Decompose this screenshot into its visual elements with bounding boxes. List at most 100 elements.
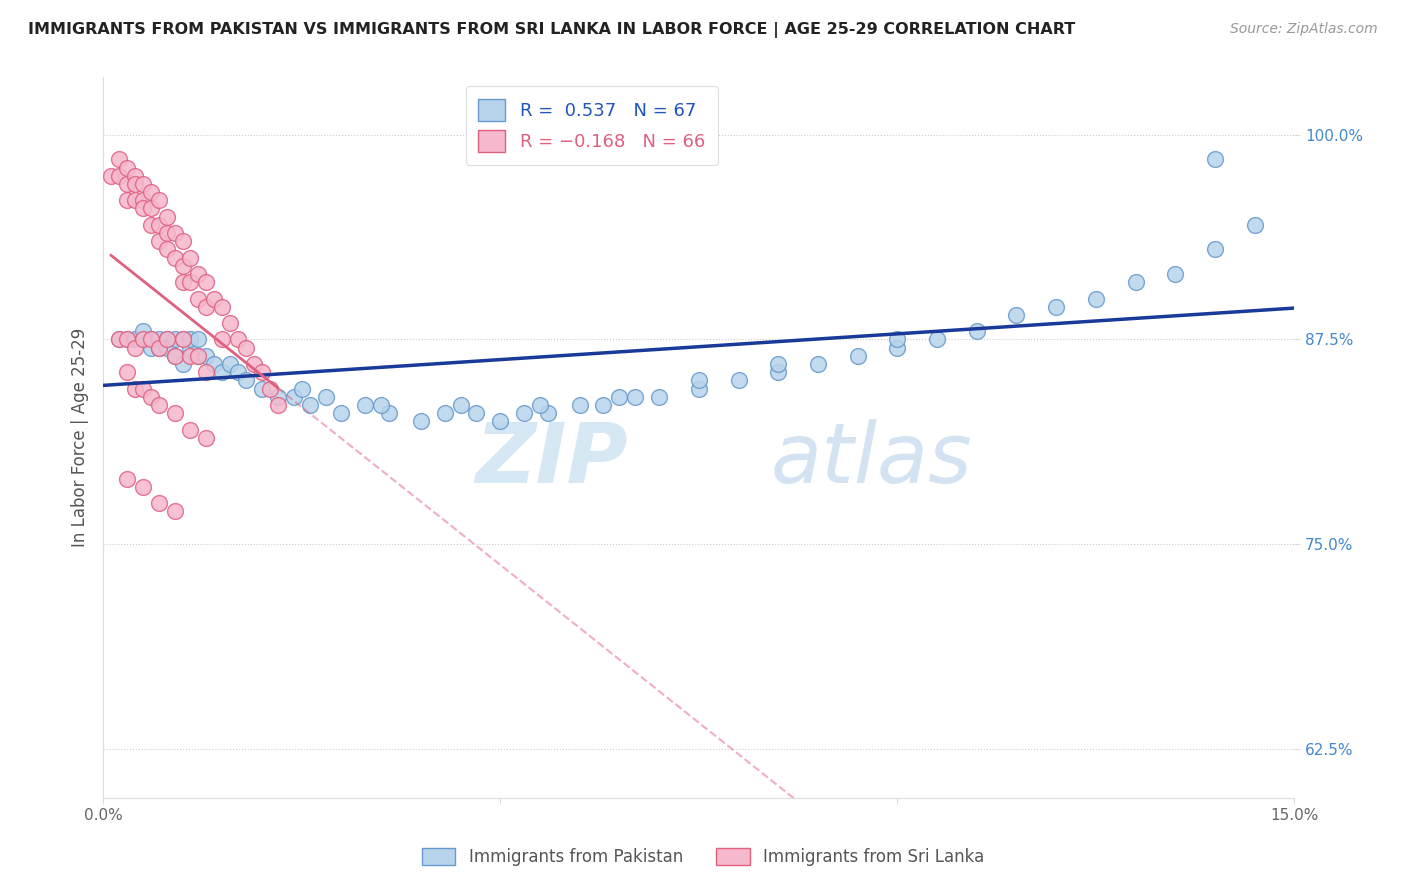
Point — [195, 300, 218, 314]
Point — [132, 480, 155, 494]
Point — [609, 390, 631, 404]
Point — [156, 333, 179, 347]
Point — [211, 300, 233, 314]
Point — [1084, 292, 1107, 306]
Point — [148, 341, 170, 355]
Point — [163, 333, 186, 347]
Point — [115, 333, 138, 347]
Point — [163, 504, 186, 518]
Point — [156, 341, 179, 355]
Point — [139, 185, 162, 199]
Point — [124, 194, 146, 208]
Point — [108, 333, 131, 347]
Point — [124, 169, 146, 183]
Point — [115, 177, 138, 191]
Point — [124, 341, 146, 355]
Point — [513, 406, 536, 420]
Point — [187, 349, 209, 363]
Point — [187, 349, 209, 363]
Text: IMMIGRANTS FROM PAKISTAN VS IMMIGRANTS FROM SRI LANKA IN LABOR FORCE | AGE 25-29: IMMIGRANTS FROM PAKISTAN VS IMMIGRANTS F… — [28, 22, 1076, 38]
Point — [163, 349, 186, 363]
Point — [139, 333, 162, 347]
Point — [766, 357, 789, 371]
Point — [115, 365, 138, 379]
Point — [219, 357, 242, 371]
Point — [115, 161, 138, 175]
Point — [172, 275, 194, 289]
Point — [124, 382, 146, 396]
Point — [156, 210, 179, 224]
Point — [172, 234, 194, 248]
Point — [172, 357, 194, 371]
Point — [330, 406, 353, 420]
Point — [727, 373, 749, 387]
Point — [688, 382, 710, 396]
Point — [807, 357, 830, 371]
Point — [172, 333, 194, 347]
Point — [378, 406, 401, 420]
Point — [139, 390, 162, 404]
Point — [202, 292, 225, 306]
Point — [108, 333, 131, 347]
Point — [298, 398, 321, 412]
Point — [219, 316, 242, 330]
Point — [211, 333, 233, 347]
Point — [489, 414, 512, 428]
Point — [148, 496, 170, 510]
Point — [148, 398, 170, 412]
Point — [766, 365, 789, 379]
Point — [1204, 153, 1226, 167]
Point — [156, 333, 179, 347]
Point — [163, 251, 186, 265]
Point — [529, 398, 551, 412]
Point — [115, 194, 138, 208]
Point — [179, 275, 201, 289]
Point — [132, 194, 155, 208]
Point — [124, 333, 146, 347]
Point — [187, 292, 209, 306]
Point — [148, 194, 170, 208]
Point — [592, 398, 614, 412]
Point — [195, 431, 218, 445]
Point — [156, 243, 179, 257]
Point — [648, 390, 671, 404]
Point — [465, 406, 488, 420]
Point — [132, 324, 155, 338]
Point — [195, 365, 218, 379]
Point — [202, 357, 225, 371]
Point — [163, 349, 186, 363]
Point — [315, 390, 337, 404]
Text: ZIP: ZIP — [475, 419, 627, 500]
Point — [132, 177, 155, 191]
Point — [370, 398, 392, 412]
Y-axis label: In Labor Force | Age 25-29: In Labor Force | Age 25-29 — [72, 328, 89, 548]
Point — [195, 349, 218, 363]
Text: atlas: atlas — [770, 419, 972, 500]
Point — [139, 341, 162, 355]
Point — [108, 169, 131, 183]
Point — [132, 202, 155, 216]
Point — [291, 382, 314, 396]
Point — [100, 169, 122, 183]
Point — [267, 390, 290, 404]
Point — [568, 398, 591, 412]
Point — [537, 406, 560, 420]
Point — [148, 341, 170, 355]
Point — [172, 333, 194, 347]
Point — [235, 373, 257, 387]
Point — [172, 259, 194, 273]
Point — [354, 398, 377, 412]
Point — [139, 333, 162, 347]
Point — [886, 341, 908, 355]
Point — [132, 333, 155, 347]
Point — [886, 333, 908, 347]
Point — [966, 324, 988, 338]
Point — [163, 226, 186, 240]
Point — [259, 382, 281, 396]
Point — [115, 472, 138, 486]
Point — [925, 333, 948, 347]
Point — [148, 218, 170, 232]
Point — [163, 406, 186, 420]
Point — [283, 390, 305, 404]
Legend: Immigrants from Pakistan, Immigrants from Sri Lanka: Immigrants from Pakistan, Immigrants fro… — [413, 840, 993, 875]
